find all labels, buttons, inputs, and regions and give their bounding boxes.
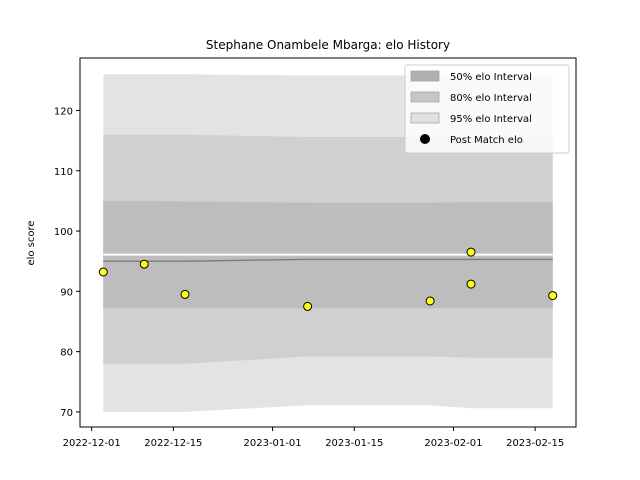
axes-frame	[79, 57, 577, 428]
x-tick-label: 2023-01-01	[244, 438, 302, 449]
legend-marker-circle	[420, 134, 430, 144]
y-tick-label: 70	[60, 408, 73, 419]
legend-label: 50% elo Interval	[450, 72, 532, 83]
axes: 70 80 90 100 110 120 2022-12-01 2022-12-15 2023-…	[54, 57, 577, 449]
x-tick-label: 2023-01-15	[325, 438, 383, 449]
y-axis-label: elo score	[26, 220, 37, 265]
post-match-point	[303, 301, 313, 311]
post-match-point	[98, 267, 108, 277]
x-tick-label: 2023-02-15	[506, 438, 564, 449]
legend: 50% elo Interval 80% elo Interval 95% elo …	[404, 64, 570, 154]
legend-swatch	[410, 91, 440, 103]
post-match-point	[548, 291, 558, 301]
legend-swatch	[410, 112, 440, 124]
y-tick-label: 100	[54, 227, 73, 238]
y-tick-label: 80	[60, 348, 73, 359]
legend-label: 80% elo Interval	[450, 93, 532, 104]
chart-title: Stephane Onambele Mbarga: elo History	[206, 38, 450, 52]
plot-area	[98, 74, 558, 412]
y-tick-label: 110	[54, 167, 73, 178]
post-match-point	[466, 247, 476, 257]
legend-swatch	[410, 70, 440, 82]
post-match-point	[180, 289, 190, 299]
x-tick-label: 2023-02-01	[424, 438, 482, 449]
post-match-point	[425, 296, 435, 306]
legend-label: 95% elo Interval	[450, 114, 532, 125]
y-tick-label: 120	[54, 106, 73, 117]
post-match-point	[139, 259, 149, 269]
y-tick-label: 90	[60, 287, 73, 298]
legend-box	[404, 64, 570, 154]
x-tick-label: 2022-12-01	[63, 438, 121, 449]
x-tick-label: 2022-12-15	[144, 438, 202, 449]
post-match-point	[466, 279, 476, 289]
legend-label: Post Match elo	[450, 135, 523, 146]
